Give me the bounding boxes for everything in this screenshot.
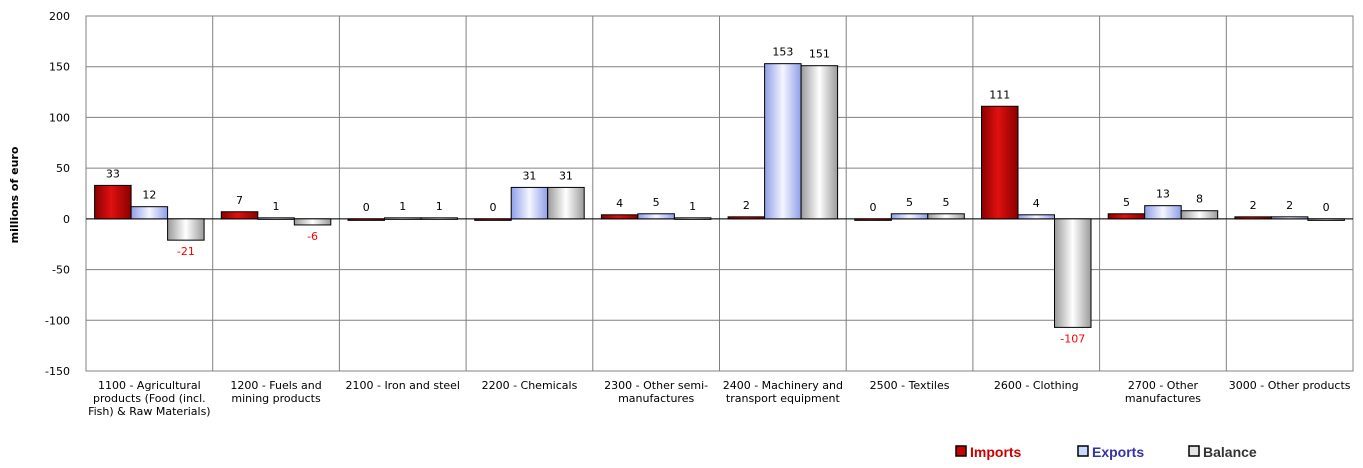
data-label: 31 bbox=[522, 169, 536, 182]
y-tick-label: -100 bbox=[45, 314, 70, 327]
x-category-label: transport equipment bbox=[726, 392, 841, 405]
legend-swatch-exports bbox=[1077, 445, 1089, 457]
bar-balance bbox=[1307, 218, 1345, 221]
x-category-label: 1100 - Agricultural bbox=[98, 379, 201, 392]
bar-balance bbox=[927, 213, 965, 220]
data-label: 5 bbox=[943, 196, 950, 209]
data-label: 5 bbox=[653, 196, 660, 209]
x-category-label: 2100 - Iron and steel bbox=[345, 379, 460, 392]
x-category-label: 2600 - Clothing bbox=[994, 379, 1079, 392]
bar-balance bbox=[167, 218, 205, 241]
data-label: 111 bbox=[989, 88, 1010, 101]
x-category-label: manufactures bbox=[1125, 392, 1201, 405]
data-label: 31 bbox=[559, 169, 573, 182]
data-label: 12 bbox=[142, 189, 156, 202]
data-label: 1 bbox=[399, 200, 406, 213]
bar-balance bbox=[800, 65, 839, 220]
y-tick-label: -50 bbox=[52, 264, 70, 277]
y-axis-label: millions of euro bbox=[8, 146, 21, 243]
bar-imports bbox=[347, 218, 385, 221]
legend: Imports Exports Balance bbox=[955, 444, 1257, 460]
bar-exports bbox=[890, 213, 929, 220]
bar-imports bbox=[600, 214, 639, 220]
bar-imports bbox=[94, 184, 132, 220]
data-label: 8 bbox=[1196, 193, 1203, 206]
data-label: 5 bbox=[1123, 196, 1130, 209]
x-category-label: 1200 - Fuels and bbox=[230, 379, 321, 392]
data-label: 0 bbox=[870, 201, 877, 214]
legend-swatch-balance bbox=[1188, 445, 1200, 457]
bar-balance bbox=[293, 218, 332, 226]
data-label: 13 bbox=[1156, 188, 1170, 201]
data-label: 4 bbox=[616, 197, 623, 210]
bar-exports bbox=[1144, 205, 1182, 220]
data-label: 33 bbox=[106, 167, 120, 180]
x-category-label: 2400 - Machinery and bbox=[723, 379, 843, 392]
data-label: -21 bbox=[177, 245, 195, 258]
data-label: 2 bbox=[1286, 199, 1293, 212]
bar-exports bbox=[1270, 216, 1309, 220]
y-tick-label: 50 bbox=[56, 162, 70, 175]
bar-imports bbox=[854, 218, 892, 221]
y-tick-label: 200 bbox=[49, 10, 70, 23]
data-label: 151 bbox=[809, 48, 830, 61]
legend-label-exports: Exports bbox=[1092, 444, 1144, 460]
x-category-label: 2200 - Chemicals bbox=[482, 379, 578, 392]
y-tick-label: 100 bbox=[49, 111, 70, 124]
x-category-label: mining products bbox=[231, 392, 321, 405]
data-label: 5 bbox=[906, 196, 913, 209]
data-label: 153 bbox=[772, 46, 793, 59]
bar-imports bbox=[1107, 213, 1146, 220]
bar-imports bbox=[981, 105, 1019, 220]
bar-exports bbox=[1017, 214, 1055, 220]
data-label: 4 bbox=[1033, 197, 1040, 210]
legend-label-imports: Imports bbox=[970, 444, 1022, 460]
data-label: 1 bbox=[436, 200, 443, 213]
legend-label-balance: Balance bbox=[1203, 444, 1257, 460]
data-label: 2 bbox=[743, 199, 750, 212]
data-label: 0 bbox=[1323, 201, 1330, 214]
data-label: -107 bbox=[1060, 332, 1085, 345]
data-label: 2 bbox=[1250, 199, 1257, 212]
data-label: 0 bbox=[363, 201, 370, 214]
data-label: 0 bbox=[489, 201, 496, 214]
x-category-label: 2700 - Other bbox=[1128, 379, 1199, 392]
legend-swatch-imports bbox=[955, 445, 967, 457]
x-category-label: products (Food (incl. bbox=[93, 392, 206, 405]
bar-exports bbox=[257, 217, 295, 220]
data-label: 7 bbox=[236, 194, 243, 207]
bar-balance bbox=[673, 217, 712, 220]
x-category-label: Fish) & Raw Materials) bbox=[88, 405, 211, 418]
data-label: 1 bbox=[689, 200, 696, 213]
data-label: 1 bbox=[273, 200, 280, 213]
bar-imports bbox=[727, 216, 766, 220]
bar-imports bbox=[220, 211, 259, 220]
data-label: -6 bbox=[307, 230, 318, 243]
bar-imports bbox=[1234, 216, 1272, 220]
y-tick-label: -150 bbox=[45, 365, 70, 378]
bar-exports bbox=[384, 217, 422, 220]
bar-exports bbox=[764, 63, 802, 220]
x-category-label: manufactures bbox=[618, 392, 694, 405]
bar-balance bbox=[547, 186, 585, 220]
bar-balance bbox=[1054, 218, 1092, 328]
x-category-label: 2300 - Other semi- bbox=[604, 379, 708, 392]
bar-balance bbox=[420, 217, 458, 220]
bar-exports bbox=[130, 206, 169, 220]
x-category-label: 3000 - Other products bbox=[1229, 379, 1351, 392]
x-category-label: 2500 - Textiles bbox=[870, 379, 950, 392]
y-tick-label: 0 bbox=[63, 213, 70, 226]
bar-balance bbox=[1180, 210, 1219, 220]
bar-exports bbox=[637, 213, 675, 220]
bar-exports bbox=[510, 186, 549, 220]
y-tick-label: 150 bbox=[49, 61, 70, 74]
bar-imports bbox=[474, 218, 512, 221]
